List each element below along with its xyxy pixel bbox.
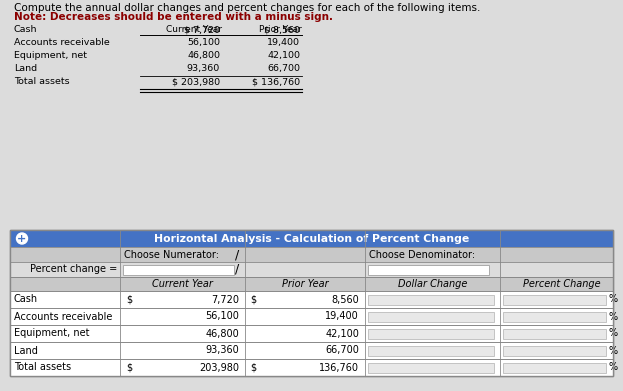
Text: Equipment, net: Equipment, net xyxy=(14,51,87,60)
Bar xyxy=(368,346,494,356)
Text: Percent Change: Percent Change xyxy=(523,279,601,289)
Bar xyxy=(503,346,606,356)
Text: +: + xyxy=(17,233,27,244)
Text: Cash: Cash xyxy=(14,294,38,305)
Text: Compute the annual dollar changes and percent changes for each of the following : Compute the annual dollar changes and pe… xyxy=(14,3,480,13)
Text: Current Year: Current Year xyxy=(152,279,213,289)
Text: $: $ xyxy=(126,362,132,373)
Text: %: % xyxy=(609,346,618,355)
Text: %: % xyxy=(609,328,618,339)
Text: 8,560: 8,560 xyxy=(331,294,359,305)
Bar xyxy=(10,230,613,376)
Text: 56,100: 56,100 xyxy=(187,38,220,47)
Text: 136,760: 136,760 xyxy=(319,362,359,373)
Text: Choose Numerator:: Choose Numerator: xyxy=(124,249,219,260)
Text: Note: Decreases should be entered with a minus sign.: Note: Decreases should be entered with a… xyxy=(14,12,333,22)
Bar xyxy=(368,295,494,305)
Text: 19,400: 19,400 xyxy=(325,312,359,321)
Bar xyxy=(10,230,613,247)
Text: 66,700: 66,700 xyxy=(325,346,359,355)
Text: Prior Year: Prior Year xyxy=(282,279,328,289)
Bar xyxy=(10,277,613,291)
Text: 42,100: 42,100 xyxy=(325,328,359,339)
Text: 93,360: 93,360 xyxy=(205,346,239,355)
Text: $: $ xyxy=(126,294,132,305)
Bar xyxy=(10,325,613,342)
Bar xyxy=(123,264,234,274)
Text: Equipment, net: Equipment, net xyxy=(14,328,90,339)
Text: 203,980: 203,980 xyxy=(199,362,239,373)
Text: Percent change =: Percent change = xyxy=(30,264,117,274)
Text: $ 7,720: $ 7,720 xyxy=(184,25,220,34)
Text: Current Year: Current Year xyxy=(166,25,222,34)
Text: 46,800: 46,800 xyxy=(187,51,220,60)
Text: %: % xyxy=(609,312,618,321)
Bar xyxy=(368,312,494,322)
Text: Horizontal Analysis - Calculation of Percent Change: Horizontal Analysis - Calculation of Per… xyxy=(154,233,469,244)
Bar xyxy=(503,363,606,373)
Bar xyxy=(368,329,494,339)
Text: Choose Denominator:: Choose Denominator: xyxy=(369,249,475,260)
Text: /: / xyxy=(235,248,239,261)
Text: %: % xyxy=(609,362,618,373)
Text: 46,800: 46,800 xyxy=(205,328,239,339)
Text: $ 136,760: $ 136,760 xyxy=(252,77,300,86)
Bar xyxy=(10,359,613,376)
Circle shape xyxy=(16,233,27,244)
Text: Total assets: Total assets xyxy=(14,362,71,373)
Text: Total assets: Total assets xyxy=(14,77,70,86)
Text: 7,720: 7,720 xyxy=(211,294,239,305)
Bar xyxy=(10,247,613,262)
Text: Accounts receivable: Accounts receivable xyxy=(14,38,110,47)
Text: $ 8,560: $ 8,560 xyxy=(264,25,300,34)
Text: 42,100: 42,100 xyxy=(267,51,300,60)
Text: /: / xyxy=(235,263,239,276)
Text: Accounts receivable: Accounts receivable xyxy=(14,312,112,321)
Bar xyxy=(10,308,613,325)
Text: 66,700: 66,700 xyxy=(267,64,300,73)
Bar xyxy=(10,342,613,359)
Bar xyxy=(10,291,613,308)
Text: Land: Land xyxy=(14,346,38,355)
Text: $: $ xyxy=(250,362,256,373)
Bar xyxy=(10,230,613,376)
Text: 93,360: 93,360 xyxy=(187,64,220,73)
Text: Land: Land xyxy=(14,64,37,73)
Text: $ 203,980: $ 203,980 xyxy=(172,77,220,86)
Bar xyxy=(503,295,606,305)
Text: $: $ xyxy=(250,294,256,305)
Text: 56,100: 56,100 xyxy=(205,312,239,321)
Bar xyxy=(503,312,606,322)
Text: %: % xyxy=(609,294,618,305)
Bar xyxy=(10,262,613,277)
Bar xyxy=(368,363,494,373)
Text: Dollar Change: Dollar Change xyxy=(398,279,467,289)
Text: 19,400: 19,400 xyxy=(267,38,300,47)
Bar xyxy=(368,264,489,274)
Text: Cash: Cash xyxy=(14,25,37,34)
Text: Prior Year: Prior Year xyxy=(259,25,302,34)
Bar xyxy=(503,329,606,339)
